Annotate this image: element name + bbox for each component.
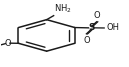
Text: NH$_2$: NH$_2$ xyxy=(54,2,71,15)
Text: O: O xyxy=(94,11,100,19)
Text: S: S xyxy=(89,23,95,32)
Text: O: O xyxy=(4,39,11,48)
Text: O: O xyxy=(84,36,90,45)
Text: OH: OH xyxy=(107,23,120,32)
